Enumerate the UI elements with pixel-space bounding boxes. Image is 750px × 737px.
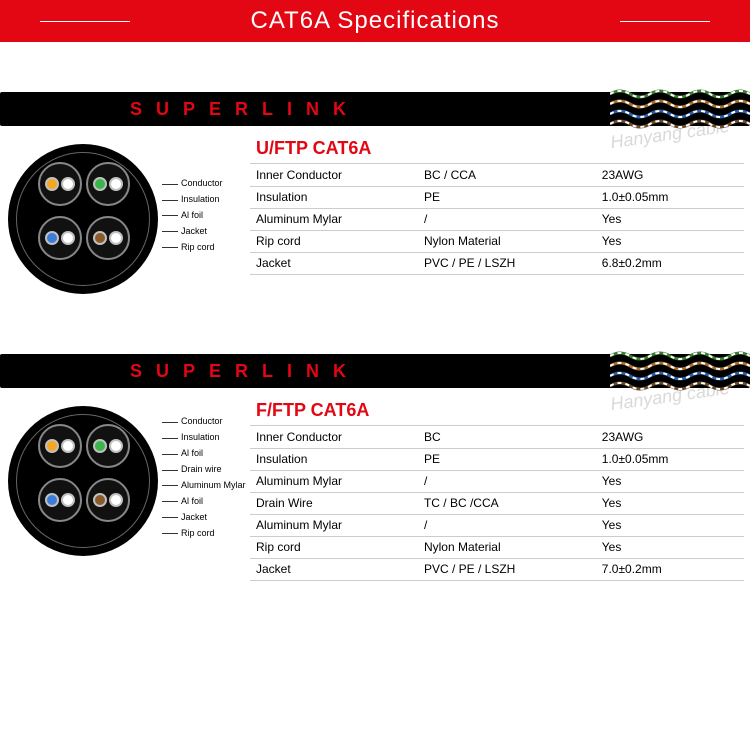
diagram-label: Aluminum Mylar	[162, 481, 246, 491]
table-cell: Insulation	[250, 186, 418, 208]
table-cell: Jacket	[250, 558, 418, 580]
table-cell: Aluminum Mylar	[250, 470, 418, 492]
table-row: InsulationPE1.0±0.05mm	[250, 186, 744, 208]
brand-text: SUPERLINK	[130, 99, 360, 120]
table-cell: BC / CCA	[418, 164, 596, 186]
diagram-label: Rip cord	[162, 243, 223, 253]
table-cell: 23AWG	[596, 426, 744, 448]
diagram-label: Jacket	[162, 513, 246, 523]
diagram-label: Insulation	[162, 195, 223, 205]
table-row: JacketPVC / PE / LSZH7.0±0.2mm	[250, 558, 744, 580]
table-cell: Insulation	[250, 448, 418, 470]
table-cell: 23AWG	[596, 164, 744, 186]
diagram-labels: Conductor Insulation Al foil Drain wire Alum…	[162, 417, 246, 544]
spec-title: U/FTP CAT6A	[250, 134, 744, 164]
table-cell: Aluminum Mylar	[250, 514, 418, 536]
table-cell: BC	[418, 426, 596, 448]
conductor-pair	[38, 216, 82, 260]
conductor-pair	[86, 424, 130, 468]
table-cell: 1.0±0.05mm	[596, 448, 744, 470]
conductor-pair	[86, 216, 130, 260]
diagram-label: Insulation	[162, 433, 246, 443]
table-row: Inner ConductorBC / CCA23AWG	[250, 164, 744, 186]
table-cell: 1.0±0.05mm	[596, 186, 744, 208]
twisted-pairs	[610, 86, 750, 132]
table-cell: 7.0±0.2mm	[596, 558, 744, 580]
conductor-pair	[38, 162, 82, 206]
conductor-pair	[38, 478, 82, 522]
table-row: Aluminum Mylar/Yes	[250, 470, 744, 492]
table-row: JacketPVC / PE / LSZH6.8±0.2mm	[250, 252, 744, 274]
table-cell: /	[418, 208, 596, 230]
spec-table: Inner ConductorBC / CCA23AWGInsulationPE…	[250, 164, 744, 275]
twisted-pairs-icon	[610, 348, 750, 394]
table-row: Inner ConductorBC23AWG	[250, 426, 744, 448]
table-cell: Yes	[596, 536, 744, 558]
diagram-label: Rip cord	[162, 529, 246, 539]
header-bar: CAT6A Specifications	[0, 0, 750, 42]
table-cell: TC / BC /CCA	[418, 492, 596, 514]
page-title: CAT6A Specifications	[251, 7, 500, 35]
diagram-label: Al foil	[162, 497, 246, 507]
table-cell: /	[418, 470, 596, 492]
table-row: InsulationPE1.0±0.05mm	[250, 448, 744, 470]
twisted-pairs-icon	[610, 86, 750, 132]
table-cell: Jacket	[250, 252, 418, 274]
table-cell: Yes	[596, 492, 744, 514]
table-cell: Nylon Material	[418, 230, 596, 252]
table-row: Drain WireTC / BC /CCAYes	[250, 492, 744, 514]
table-cell: Yes	[596, 230, 744, 252]
conductor-pair	[38, 424, 82, 468]
spec-title: F/FTP CAT6A	[250, 396, 744, 426]
table-row: Aluminum Mylar/Yes	[250, 208, 744, 230]
cross-section-circle	[8, 144, 158, 294]
table-cell: Rip cord	[250, 230, 418, 252]
table-cell: PVC / PE / LSZH	[418, 252, 596, 274]
spec-section: Hanyang cableSUPERLINKConductorInsulatio…	[0, 354, 750, 581]
diagram-labels: Conductor Insulation Al foil Jacket Rip cord	[162, 179, 223, 258]
table-cell: Aluminum Mylar	[250, 208, 418, 230]
table-cell: 6.8±0.2mm	[596, 252, 744, 274]
diagram-label: Conductor	[162, 417, 246, 427]
cable-bar: SUPERLINK	[0, 354, 750, 388]
table-cell: Inner Conductor	[250, 164, 418, 186]
table-cell: PE	[418, 448, 596, 470]
table-cell: PVC / PE / LSZH	[418, 558, 596, 580]
diagram-label: Jacket	[162, 227, 223, 237]
cross-section-diagram: Conductor Insulation Al foil Drain wire Alum…	[0, 396, 250, 566]
spec-table: Inner ConductorBC23AWGInsulationPE1.0±0.…	[250, 426, 744, 581]
conductor-pair	[86, 162, 130, 206]
table-cell: Drain Wire	[250, 492, 418, 514]
table-row: Aluminum Mylar/Yes	[250, 514, 744, 536]
diagram-label: Al foil	[162, 449, 246, 459]
twisted-pairs	[610, 348, 750, 394]
table-cell: PE	[418, 186, 596, 208]
table-cell: Yes	[596, 208, 744, 230]
table-row: Rip cordNylon MaterialYes	[250, 230, 744, 252]
table-cell: /	[418, 514, 596, 536]
cross-section-diagram: Conductor Insulation Al foil Jacket Rip cord	[0, 134, 250, 304]
diagram-label: Al foil	[162, 211, 223, 221]
cable-bar: SUPERLINK	[0, 92, 750, 126]
cross-section-circle	[8, 406, 158, 556]
section-content: ConductorInsulationAl foilJacketRip cord…	[0, 134, 750, 304]
table-row: Rip cordNylon MaterialYes	[250, 536, 744, 558]
conductor-pair	[86, 478, 130, 522]
table-cell: Yes	[596, 514, 744, 536]
spec-block: U/FTP CAT6AInner ConductorBC / CCA23AWGI…	[250, 134, 744, 304]
table-cell: Nylon Material	[418, 536, 596, 558]
table-cell: Yes	[596, 470, 744, 492]
table-cell: Inner Conductor	[250, 426, 418, 448]
diagram-label: Drain wire	[162, 465, 246, 475]
spec-block: F/FTP CAT6AInner ConductorBC23AWGInsulat…	[250, 396, 744, 581]
diagram-label: Conductor	[162, 179, 223, 189]
brand-text: SUPERLINK	[130, 361, 360, 382]
table-cell: Rip cord	[250, 536, 418, 558]
section-content: Conductor Insulation Al foil Drain wire Alum…	[0, 396, 750, 581]
spec-section: Hanyang cableSUPERLINKConductorInsulatio…	[0, 92, 750, 304]
